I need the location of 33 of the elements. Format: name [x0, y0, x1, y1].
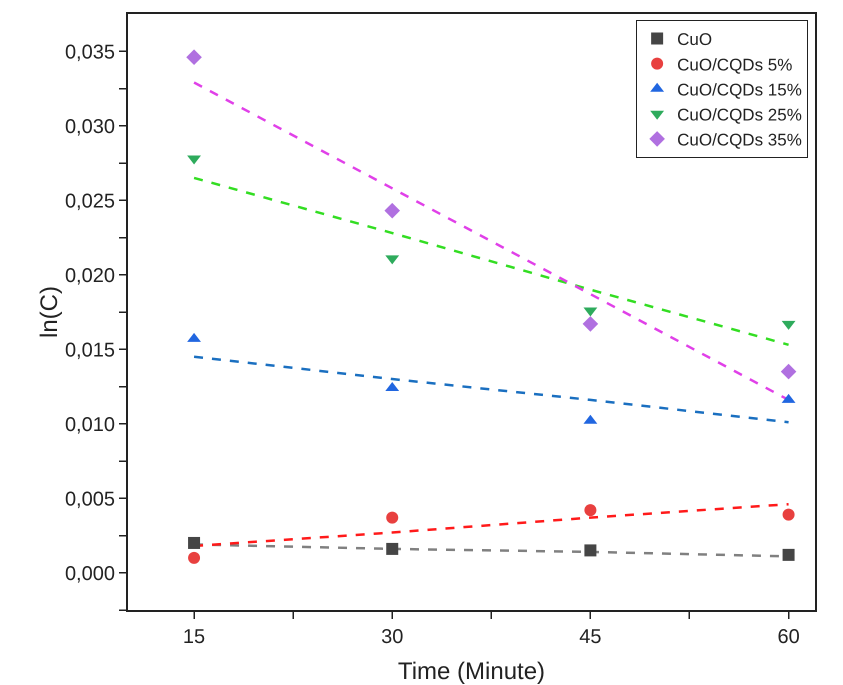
point	[582, 316, 598, 332]
legend-label: CuO/CQDs 15%	[677, 80, 802, 100]
point	[584, 544, 596, 556]
legend-label: CuO/CQDs 5%	[677, 55, 792, 74]
point	[584, 504, 596, 516]
line-series	[192, 176, 790, 346]
x-tick-label: 30	[381, 626, 404, 648]
legend-label: CuO/CQDs 35%	[677, 130, 802, 150]
point	[188, 536, 200, 549]
y-tick-label: 0,020	[64, 264, 115, 287]
point	[782, 508, 795, 521]
y-tick-label: 0,015	[64, 339, 115, 362]
point	[386, 512, 398, 524]
y-tick-label: 0,030	[64, 116, 115, 138]
x-tick-label: 60	[777, 626, 800, 648]
legend-label: CuO	[677, 30, 712, 50]
point	[780, 364, 796, 380]
point	[782, 548, 795, 561]
point	[186, 49, 202, 66]
x-tick-label: 45	[579, 626, 602, 648]
line-series	[192, 355, 790, 424]
point	[384, 202, 400, 218]
x-axis-title: Time (Minute)	[398, 658, 546, 685]
y-axis-title: ln(C)	[36, 286, 63, 338]
y-tick-label: 0,025	[64, 190, 115, 212]
point	[188, 552, 200, 564]
y-tick-label: 0,000	[64, 562, 115, 585]
point	[386, 542, 398, 555]
y-tick-label: 0,010	[64, 414, 115, 436]
legend-label: CuO/CQDs 25%	[677, 105, 802, 124]
x-tick-label: 15	[182, 626, 206, 648]
y-tick-label: 0,035	[64, 41, 115, 64]
y-tick-label: 0,005	[64, 488, 115, 510]
